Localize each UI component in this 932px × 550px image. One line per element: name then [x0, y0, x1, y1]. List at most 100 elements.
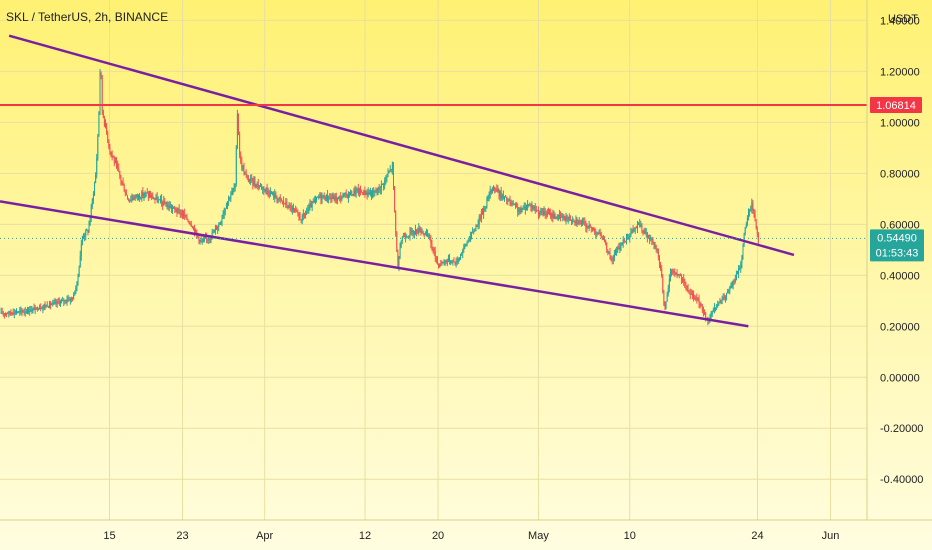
candle-body: [524, 207, 526, 211]
x-tick-label: Apr: [256, 530, 273, 542]
candle-body: [401, 237, 403, 242]
candle-body: [523, 207, 525, 209]
candle-body: [633, 229, 635, 232]
candle-body: [331, 198, 333, 200]
last-price-label: 0.54490: [877, 232, 917, 244]
candle-body: [261, 185, 263, 189]
price-axis[interactable]: 1.40000 1.20000 1.00000 0.80000 0.60000 0.400…: [880, 15, 923, 486]
candle-body: [667, 288, 669, 295]
y-tick-label: 1.40000: [880, 15, 920, 27]
candle-body: [388, 171, 390, 174]
candle-body: [136, 194, 138, 197]
candle-body: [615, 252, 617, 254]
time-axis[interactable]: 15 23 Apr 12 20 May 10 24 Jun: [103, 530, 839, 542]
candle-body: [298, 212, 300, 217]
candle-body: [202, 239, 204, 241]
candle-body: [58, 302, 60, 304]
candle-body: [479, 216, 481, 219]
candle-body: [392, 163, 394, 187]
candle-body: [560, 214, 562, 217]
candle-body: [669, 271, 671, 280]
candle-body: [494, 187, 496, 189]
candle-body: [309, 204, 311, 207]
candle-body: [414, 229, 416, 232]
candle-body: [410, 231, 412, 233]
candle-body: [168, 205, 170, 209]
candle-body: [693, 294, 695, 298]
candle-body: [691, 294, 693, 296]
candle-body: [409, 231, 411, 236]
candle-body: [390, 168, 392, 170]
candle-body: [157, 199, 159, 202]
candle-body: [17, 312, 19, 314]
candle-body: [28, 309, 30, 313]
candle-body: [18, 311, 20, 313]
candle-body: [161, 198, 163, 202]
candle-body: [483, 208, 485, 215]
candle-body: [530, 203, 532, 208]
candle-body: [422, 231, 424, 234]
candle-body: [344, 192, 346, 194]
candle-body: [96, 157, 98, 175]
candle-body: [224, 208, 226, 211]
candle-body: [624, 241, 626, 243]
candle-body: [214, 227, 216, 230]
candle-body: [201, 240, 203, 242]
candle-body: [175, 209, 177, 212]
candle-body: [190, 224, 192, 227]
candle-body: [577, 222, 579, 224]
candle-body: [531, 205, 533, 208]
candle-body: [22, 311, 24, 313]
candle-body: [255, 184, 257, 187]
candle-body: [116, 161, 118, 165]
candle-body: [569, 219, 571, 221]
candle-body: [397, 251, 399, 267]
candle-body: [430, 240, 432, 244]
candle-body: [111, 152, 113, 156]
candle-body: [608, 251, 610, 253]
candle-body: [421, 231, 423, 233]
candle-body: [502, 195, 504, 198]
candle-body: [434, 251, 436, 258]
candle-body: [275, 193, 277, 198]
candle-body: [672, 271, 674, 273]
candle-body: [429, 234, 431, 241]
candle-body: [55, 302, 57, 304]
candle-body: [32, 308, 34, 310]
candle-body: [473, 231, 475, 233]
x-tick-label: 15: [103, 530, 115, 542]
candle-body: [606, 243, 608, 250]
candle-body: [134, 196, 136, 199]
candle-body: [170, 206, 172, 210]
candle-body: [618, 247, 620, 250]
candle-body: [675, 273, 677, 275]
candle-body: [476, 225, 478, 227]
candle-body: [295, 210, 297, 212]
candle-body: [711, 311, 713, 315]
candle-body: [735, 274, 737, 280]
candle-body: [462, 249, 464, 254]
candle-body: [525, 208, 527, 211]
candle-body: [394, 186, 396, 212]
candle-body: [593, 228, 595, 230]
candle-body: [128, 199, 130, 202]
candle-body: [720, 300, 722, 303]
candle-body: [120, 176, 122, 181]
candle-body: [621, 243, 623, 245]
candle-body: [365, 192, 367, 195]
candle-body: [212, 232, 214, 234]
symbol-title[interactable]: SKL / TetherUS, 2h, BINANCE: [6, 10, 168, 24]
candles-layer: [0, 68, 759, 326]
candle-body: [37, 309, 39, 311]
candle-body: [507, 201, 509, 203]
candle-body: [334, 196, 336, 201]
candle-body: [246, 176, 248, 178]
candle-body: [158, 199, 160, 201]
candle-body: [738, 267, 740, 274]
candle-body: [445, 260, 447, 263]
candle-body: [719, 302, 721, 304]
candle-body: [187, 219, 189, 222]
candle-body: [325, 194, 327, 201]
candle-body: [688, 292, 690, 294]
